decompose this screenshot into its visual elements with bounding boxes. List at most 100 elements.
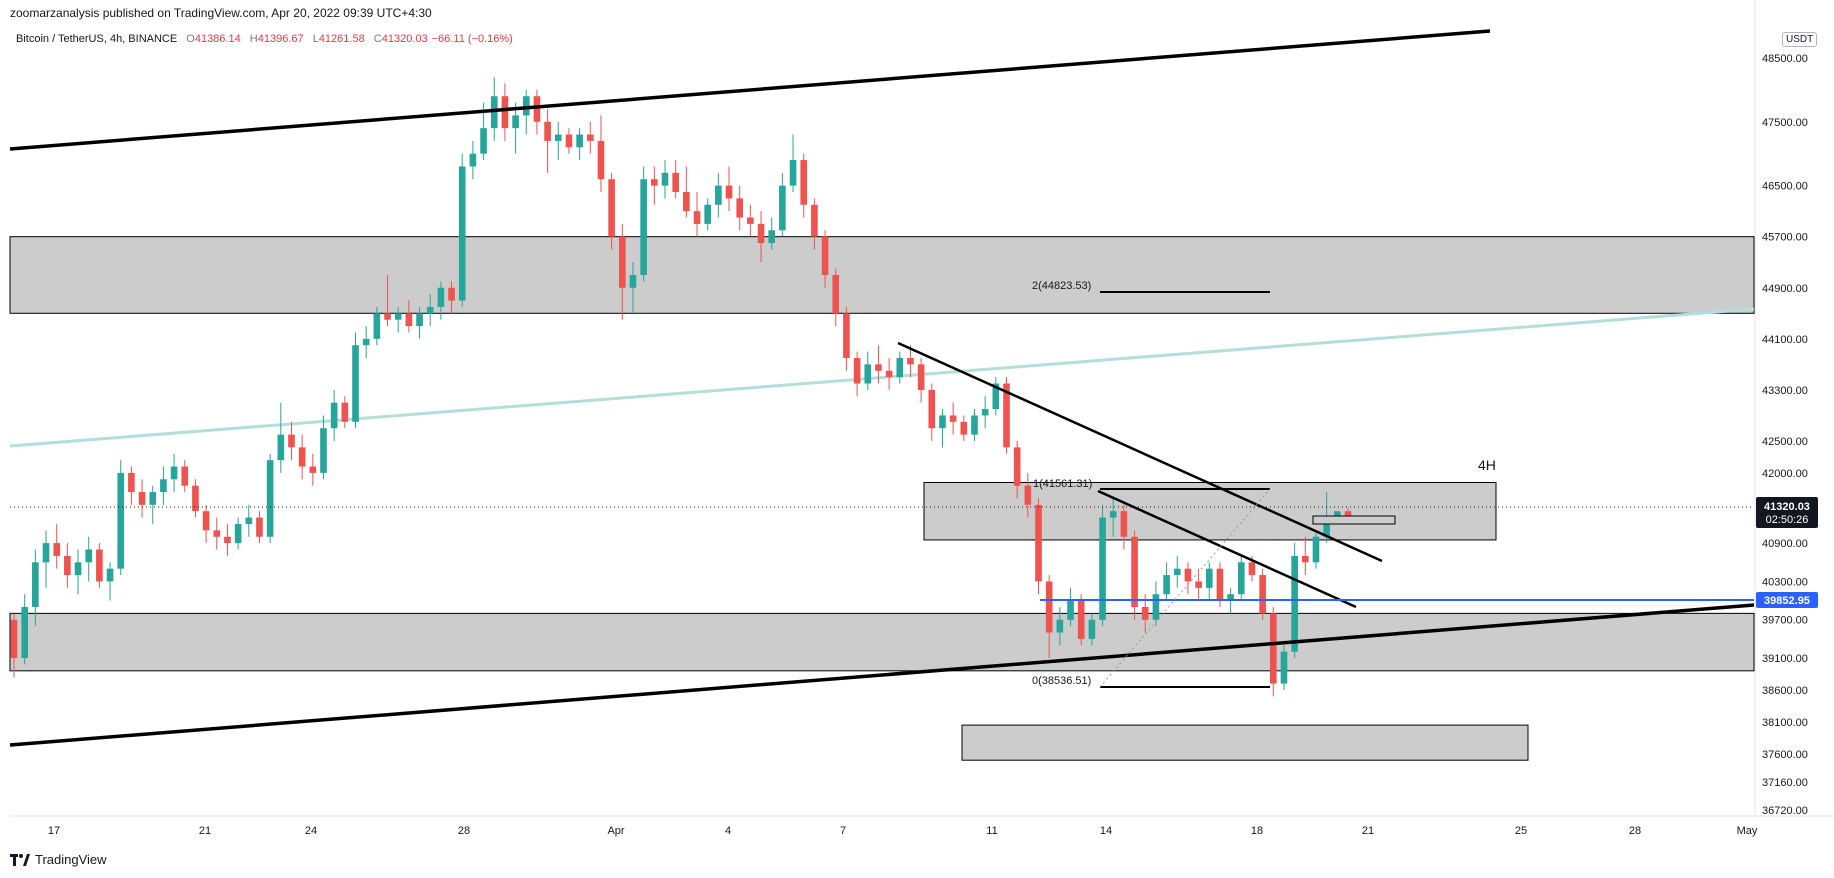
candle[interactable] [1184,562,1192,595]
candle[interactable] [437,281,445,320]
candle[interactable] [533,89,541,135]
candle[interactable] [1280,645,1288,690]
candle[interactable] [1173,555,1181,588]
candle[interactable] [843,306,850,371]
candle[interactable] [949,402,957,435]
candle[interactable] [426,294,434,327]
candle[interactable] [1024,472,1032,518]
candle[interactable] [394,306,402,333]
candle[interactable] [1312,530,1320,569]
candle[interactable] [469,140,477,180]
candle[interactable] [85,536,93,582]
candle[interactable] [256,511,263,544]
candle[interactable] [149,485,157,524]
candle[interactable] [779,172,786,237]
candle[interactable] [10,613,18,678]
candle[interactable] [458,153,466,307]
zone-0[interactable] [9,236,1755,314]
channel-lower-line[interactable] [9,603,1755,747]
candle[interactable] [768,217,776,250]
candle[interactable] [373,306,381,346]
candle[interactable] [1259,568,1266,620]
candle[interactable] [618,223,626,320]
candle[interactable] [907,345,914,378]
candle[interactable] [704,198,711,231]
candle[interactable] [330,389,338,441]
candle[interactable] [1077,594,1085,646]
candle[interactable] [1067,587,1074,627]
candle[interactable] [501,83,509,141]
candle[interactable] [21,594,28,665]
candle[interactable] [448,281,455,314]
candle[interactable] [811,198,818,250]
candle[interactable] [651,166,658,205]
candle[interactable] [1269,606,1277,697]
candle[interactable] [1237,555,1245,601]
downtrend-line-long[interactable] [897,341,1383,563]
candle[interactable] [576,128,583,161]
candle[interactable] [181,460,189,493]
candle[interactable] [1302,536,1309,576]
candle[interactable] [352,332,359,429]
candle[interactable] [213,517,221,550]
candle[interactable] [170,453,178,493]
candle[interactable] [309,453,317,486]
candle[interactable] [128,466,135,505]
candle[interactable] [1099,504,1106,627]
candle[interactable] [416,306,423,339]
candle[interactable] [320,415,327,480]
candle[interactable] [715,172,722,218]
candle[interactable] [565,128,573,154]
candle[interactable] [1120,504,1128,550]
candle[interactable] [597,115,605,192]
candle[interactable] [1109,498,1117,537]
candle[interactable] [1088,613,1096,646]
candle[interactable] [42,530,50,588]
teal-trendline[interactable] [9,307,1755,448]
candle[interactable] [234,517,242,550]
candle[interactable] [277,402,285,473]
currency-unit-label[interactable]: USDT [1782,32,1818,47]
candle[interactable] [138,479,146,518]
candle[interactable] [1003,377,1010,454]
candle[interactable] [362,326,370,358]
candle[interactable] [917,357,925,403]
candle[interactable] [117,460,125,576]
candle[interactable] [224,523,231,556]
candle[interactable] [864,351,872,390]
candle[interactable] [992,377,1000,416]
candle[interactable] [1035,498,1042,595]
candle[interactable] [266,453,274,544]
candle[interactable] [928,383,936,441]
candle[interactable] [672,160,679,199]
candle[interactable] [725,166,733,212]
small-box[interactable] [1312,515,1396,525]
candle[interactable] [1195,568,1202,601]
blue-price-tag[interactable]: 39852.95 [1756,592,1818,608]
candle[interactable] [522,89,530,135]
candle[interactable] [875,345,882,384]
candle[interactable] [661,160,669,199]
candle[interactable] [341,396,349,429]
candle[interactable] [554,121,562,161]
candle[interactable] [629,262,637,314]
candle[interactable] [800,153,808,218]
candle[interactable] [1131,530,1138,620]
candle[interactable] [896,351,904,384]
downtrend-line-short[interactable] [1097,489,1357,609]
candle[interactable] [832,268,840,327]
candle[interactable] [981,396,989,429]
candle[interactable] [160,466,167,505]
candle[interactable] [757,211,765,263]
candle[interactable] [736,185,744,231]
symbol-name[interactable]: Bitcoin / TetherUS, 4h, BINANCE [16,33,178,45]
channel-upper-line[interactable] [9,29,1491,151]
last-price-tag[interactable]: 41320.03 02:50:26 [1756,497,1818,528]
zone-1[interactable] [9,612,1755,672]
zone-3[interactable] [961,724,1529,761]
tradingview-brand[interactable]: TradingView [10,852,107,867]
candle[interactable] [1152,581,1160,627]
candle[interactable] [885,357,893,390]
candle[interactable] [74,549,82,595]
